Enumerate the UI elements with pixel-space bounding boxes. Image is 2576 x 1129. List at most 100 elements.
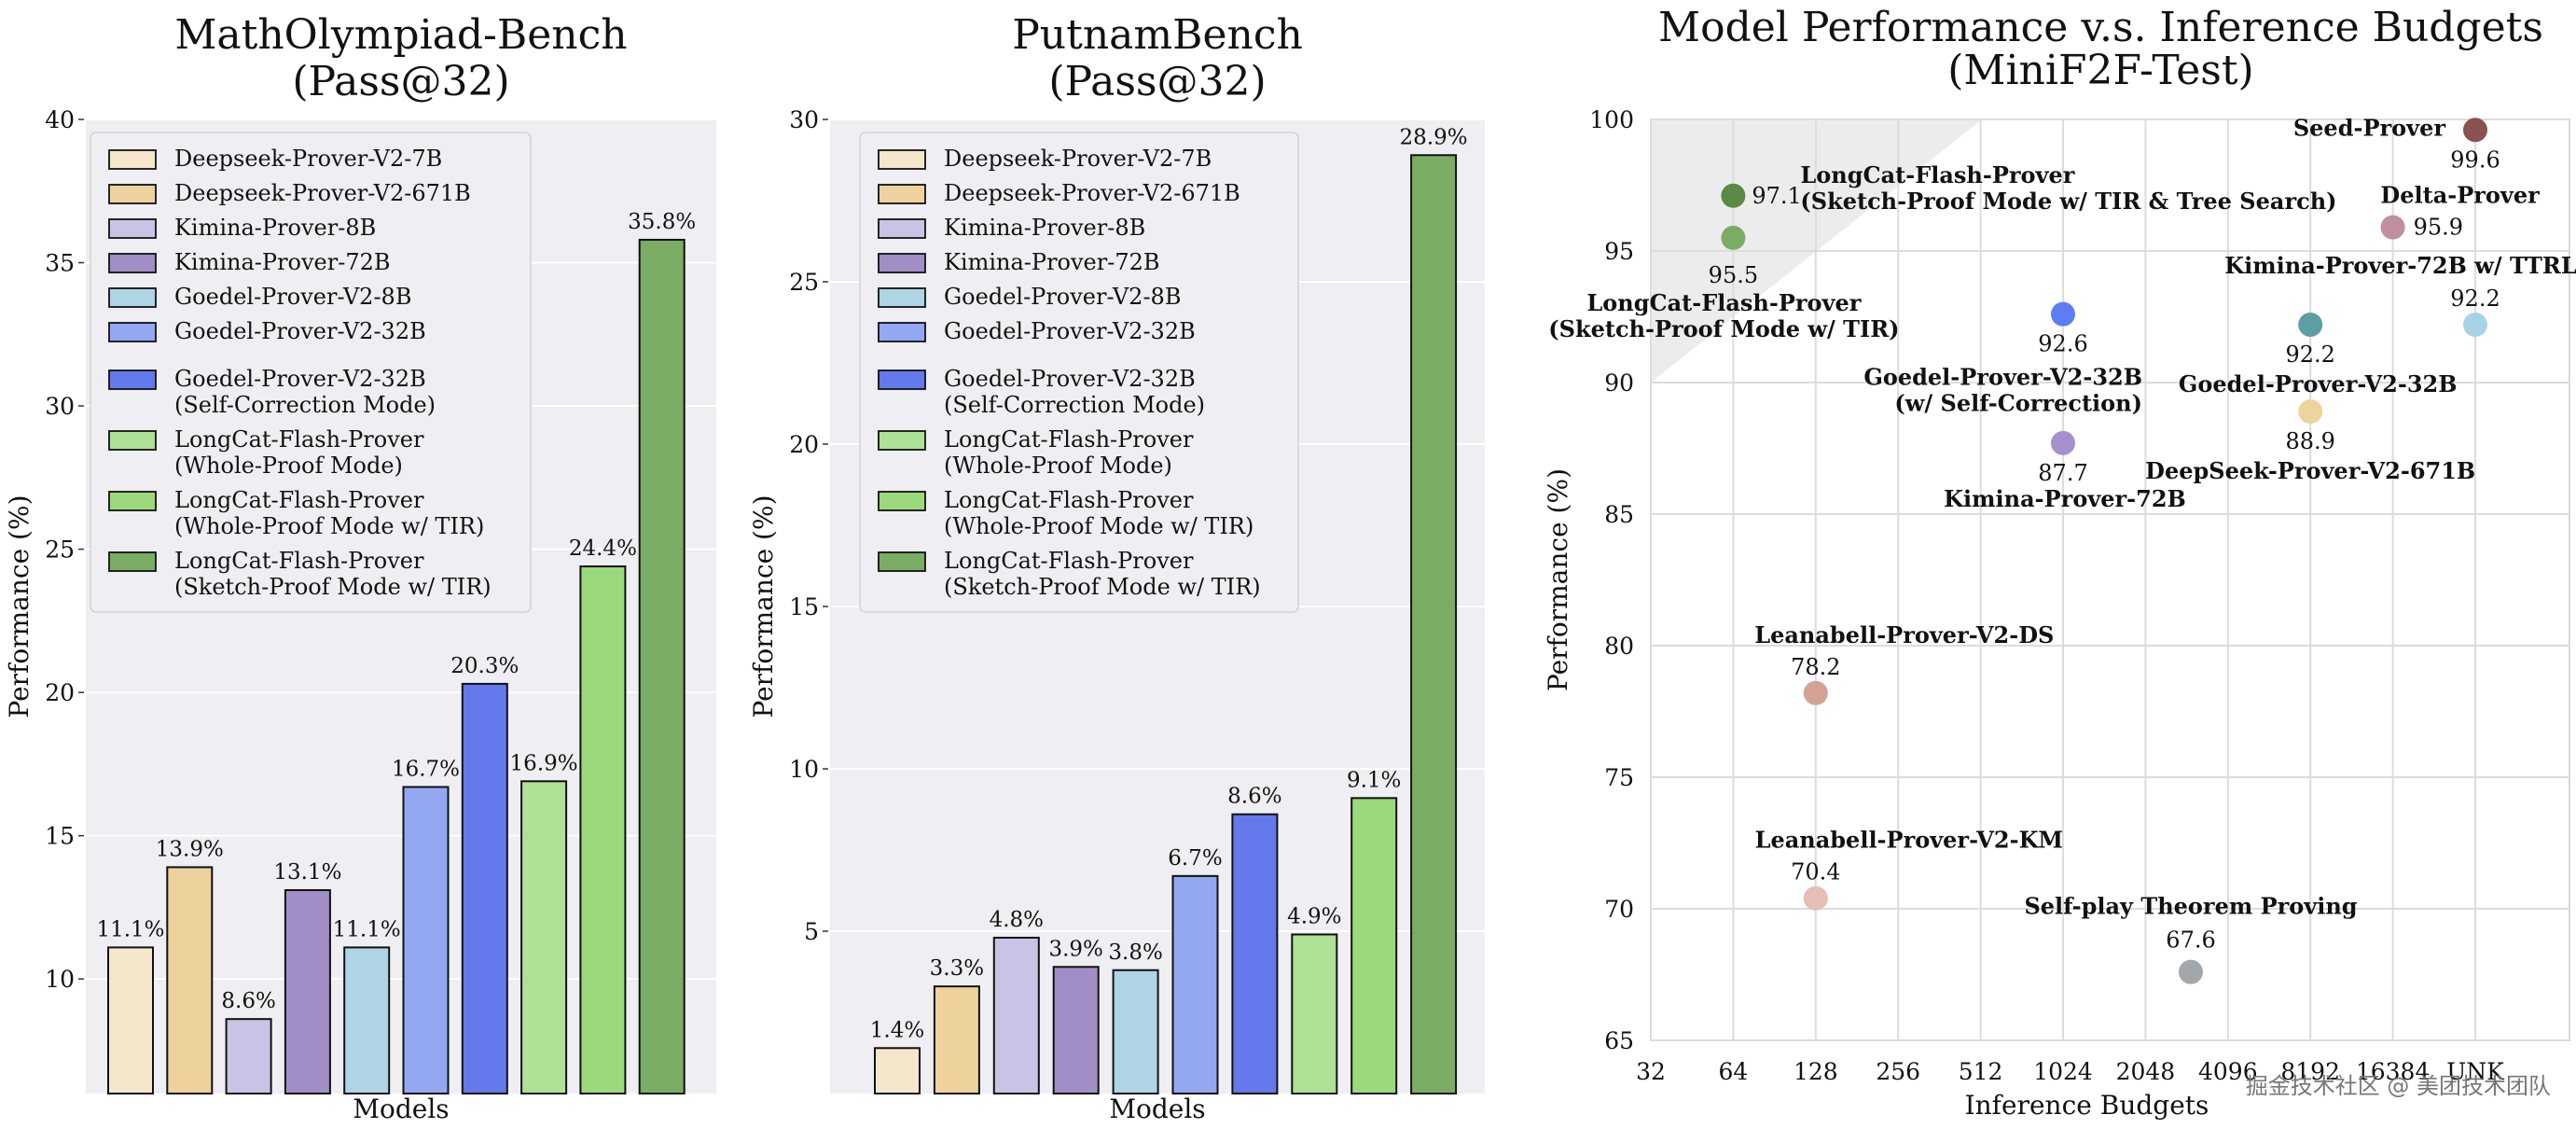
point-value-label: 92.2 <box>2285 341 2334 368</box>
point-name-label: Leanabell-Prover-V2-KM <box>1755 827 2063 854</box>
scatter-point <box>2051 430 2075 455</box>
point-value-label: 99.6 <box>2450 146 2500 173</box>
legend-label: Deepseek-Prover-V2-671B <box>944 180 1240 206</box>
bar-value-label: 35.8% <box>628 210 696 234</box>
bar <box>1112 969 1159 1095</box>
x-tick-label: 128 <box>1794 1058 1838 1085</box>
inference-budget-scatter-chart: 32 64 128 256 512 1024 2048 4096 8192 16384 UNK 65 7… <box>1543 4 2576 1121</box>
scatter-point-group: 78.2 Leanabell-Prover-V2-DS <box>1754 621 2054 705</box>
point-name-label: Goedel-Prover-V2-32B <box>2179 370 2458 397</box>
legend-swatch <box>878 322 926 342</box>
scatter-point <box>1721 225 1746 250</box>
bar-value-label: 28.9% <box>1400 125 1468 149</box>
legend-swatch <box>108 287 157 308</box>
y-tick-label: 25 <box>789 269 819 296</box>
scatter-point-group: 88.9 DeepSeek-Prover-V2-671B <box>2145 399 2475 484</box>
legend-label: Goedel-Prover-V2-32B <box>174 318 426 344</box>
y-tick-label: 30 <box>789 106 819 133</box>
point-name-label: Goedel-Prover-V2-32B (w/ Self-Correction) <box>1863 364 2142 417</box>
bar-value-label: 4.9% <box>1287 904 1341 928</box>
y-tick-label: 15 <box>45 823 75 850</box>
bar-value-label: 4.8% <box>990 908 1044 932</box>
scatter-point-group: 95.9 Delta-Prover <box>2380 182 2540 241</box>
x-tick-label: 512 <box>1959 1058 2003 1085</box>
x-tick-label: 2048 <box>2116 1058 2176 1085</box>
legend-label: Goedel-Prover-V2-32B (Self-Correction Mod… <box>174 366 436 418</box>
x-axis-label: Models <box>353 1094 449 1124</box>
point-value-label: 67.6 <box>2166 927 2215 954</box>
bar-value-label: 8.6% <box>221 989 275 1013</box>
point-value-label: 92.2 <box>2450 286 2500 312</box>
legend-swatch <box>108 491 157 511</box>
point-name-label: Leanabell-Prover-V2-DS <box>1754 621 2054 648</box>
point-value-label: 87.7 <box>2038 460 2087 486</box>
legend-label: Goedel-Prover-V2-32B <box>944 318 1196 344</box>
chart-title: MathOlympiad-Bench (Pass@32) <box>174 11 627 105</box>
scatter-point <box>1721 183 1746 208</box>
legend-swatch <box>108 184 157 204</box>
legend-label: Kimina-Prover-8B <box>174 215 376 241</box>
legend-label: Deepseek-Prover-V2-671B <box>174 180 471 206</box>
y-tick-label: 10 <box>789 756 819 783</box>
y-axis-label: Performance (%) <box>1543 468 1573 691</box>
legend-label: Kimina-Prover-72B <box>944 249 1160 275</box>
legend-label: LongCat-Flash-Prover (Sketch-Proof Mode w… <box>174 548 492 600</box>
point-name-label: Seed-Prover <box>2293 114 2446 141</box>
bar-value-label: 24.4% <box>569 537 637 561</box>
legend-swatch <box>108 253 157 273</box>
legend-box <box>859 132 1299 613</box>
putnambench-bar-chart: 5 10 15 20 25 30 1.4% 3.3%4.8%3.9% 3.8% 6.7% 8.6% 4… <box>748 11 1485 1124</box>
bar-value-label: 13.9% <box>156 837 224 861</box>
y-tick-label: 30 <box>45 393 75 420</box>
y-tick-label: 70 <box>1604 896 1634 923</box>
x-tick-label: 4096 <box>2198 1058 2258 1085</box>
point-value-label: 88.9 <box>2285 428 2334 454</box>
watermark-text: 掘金技术社区 @ 美团技术团队 <box>2246 1073 2551 1099</box>
bar <box>1171 874 1219 1095</box>
legend-swatch <box>108 149 157 170</box>
x-tick-label: 32 <box>1636 1058 1666 1085</box>
scatter-point-group: 67.6 Self-play Theorem Proving <box>2024 893 2358 984</box>
bar <box>1231 813 1279 1094</box>
legend-label: Deepseek-Prover-V2-7B <box>944 146 1212 172</box>
scatter-point <box>1803 680 1828 705</box>
y-tick-label: 20 <box>45 679 75 706</box>
bar <box>1350 797 1398 1094</box>
bar-value-label: 11.1% <box>96 917 164 941</box>
y-tick-label: 10 <box>45 966 75 993</box>
bar <box>1052 966 1100 1095</box>
legend-swatch <box>878 491 926 511</box>
legend: Deepseek-Prover-V2-7B Deepseek-Prover-V2-… <box>859 132 1299 613</box>
point-value-label: 70.4 <box>1791 859 1840 885</box>
legend-label: LongCat-Flash-Prover (Whole-Proof Mode w/… <box>174 487 484 539</box>
point-name-label: Kimina-Prover-72B <box>1944 485 2186 512</box>
scatter-point <box>2298 312 2323 337</box>
legend-label: Deepseek-Prover-V2-7B <box>174 146 442 172</box>
bar-value-label: 13.1% <box>273 860 341 885</box>
bar <box>874 1047 921 1095</box>
legend-swatch <box>878 430 926 451</box>
bar <box>579 565 627 1094</box>
bar-value-label: 11.1% <box>333 917 401 941</box>
legend-label: LongCat-Flash-Prover (Whole-Proof Mode w/… <box>944 487 1253 539</box>
bar <box>107 946 154 1095</box>
matholympiad-bar-chart: 10 15 20 25 30 35 40 11.1% 13.9% 8.6% 13.1% 11.1% 16… <box>4 11 716 1124</box>
chart-title: PutnamBench (Pass@32) <box>1012 11 1303 105</box>
y-tick-label: 80 <box>1604 633 1634 660</box>
legend-swatch <box>108 322 157 342</box>
bar-value-label: 6.7% <box>1168 846 1222 871</box>
point-name-label: DeepSeek-Prover-V2-671B <box>2145 457 2475 484</box>
bar-value-label: 20.3% <box>450 654 519 678</box>
bar <box>284 888 331 1094</box>
y-tick-label: 15 <box>789 593 819 620</box>
scatter-point-group: 92.2 Kimina-Prover-72B w/ TTRL <box>2224 252 2576 337</box>
point-name-label: Kimina-Prover-72B w/ TTRL <box>2224 252 2576 279</box>
y-tick-label: 90 <box>1604 369 1634 397</box>
legend-label: Kimina-Prover-8B <box>944 215 1145 241</box>
bar-value-label: 3.9% <box>1048 937 1102 961</box>
bar-value-label: 3.8% <box>1108 941 1162 965</box>
